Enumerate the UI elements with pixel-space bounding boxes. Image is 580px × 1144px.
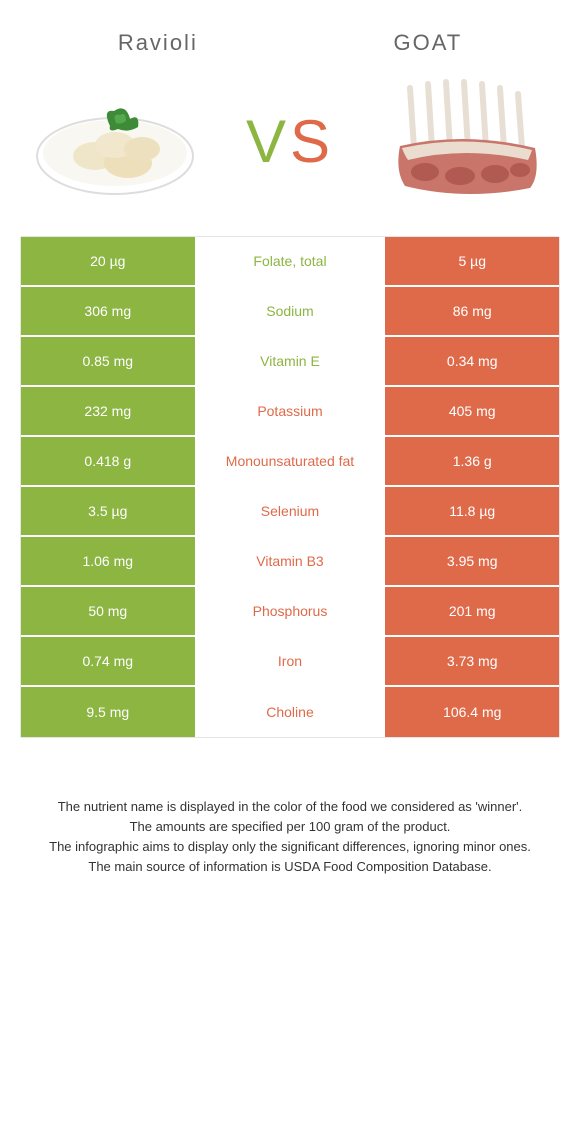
table-row: 0.85 mgVitamin E0.34 mg [21,337,559,387]
table-row: 20 µgFolate, total5 µg [21,237,559,287]
nutrient-name-cell: Iron [195,637,386,685]
right-value-cell: 11.8 µg [385,487,559,535]
nutrient-name-cell: Selenium [195,487,386,535]
right-value-cell: 405 mg [385,387,559,435]
nutrient-table: 20 µgFolate, total5 µg306 mgSodium86 mg0… [20,236,560,738]
left-value-cell: 0.85 mg [21,337,195,385]
right-food-title: GOAT [393,30,462,56]
left-value-cell: 50 mg [21,587,195,635]
footnote-line: The amounts are specified per 100 gram o… [30,818,550,837]
left-value-cell: 0.418 g [21,437,195,485]
vs-row: VS [20,76,560,206]
right-value-cell: 3.95 mg [385,537,559,585]
table-row: 0.418 gMonounsaturated fat1.36 g [21,437,559,487]
nutrient-name-cell: Folate, total [195,237,386,285]
vs-s: S [290,108,334,175]
left-value-cell: 3.5 µg [21,487,195,535]
nutrient-name-cell: Vitamin B3 [195,537,386,585]
table-row: 50 mgPhosphorus201 mg [21,587,559,637]
table-row: 9.5 mgCholine106.4 mg [21,687,559,737]
ravioli-image [30,76,200,206]
table-row: 0.74 mgIron3.73 mg [21,637,559,687]
goat-image [380,76,550,206]
left-value-cell: 232 mg [21,387,195,435]
vs-v: V [246,108,290,175]
left-value-cell: 0.74 mg [21,637,195,685]
right-value-cell: 86 mg [385,287,559,335]
nutrient-name-cell: Monounsaturated fat [195,437,386,485]
left-food-title: Ravioli [118,30,198,56]
left-value-cell: 306 mg [21,287,195,335]
right-value-cell: 106.4 mg [385,687,559,737]
header-titles: Ravioli GOAT [20,30,560,56]
right-value-cell: 3.73 mg [385,637,559,685]
nutrient-name-cell: Phosphorus [195,587,386,635]
left-value-cell: 1.06 mg [21,537,195,585]
nutrient-name-cell: Choline [195,687,386,737]
footnote-line: The infographic aims to display only the… [30,838,550,857]
table-row: 306 mgSodium86 mg [21,287,559,337]
right-value-cell: 0.34 mg [385,337,559,385]
right-value-cell: 1.36 g [385,437,559,485]
nutrient-name-cell: Vitamin E [195,337,386,385]
nutrient-name-cell: Sodium [195,287,386,335]
left-value-cell: 9.5 mg [21,687,195,737]
table-row: 232 mgPotassium405 mg [21,387,559,437]
table-row: 1.06 mgVitamin B33.95 mg [21,537,559,587]
left-value-cell: 20 µg [21,237,195,285]
table-row: 3.5 µgSelenium11.8 µg [21,487,559,537]
right-value-cell: 201 mg [385,587,559,635]
footnote-line: The main source of information is USDA F… [30,858,550,877]
footnote-line: The nutrient name is displayed in the co… [30,798,550,817]
footnotes: The nutrient name is displayed in the co… [20,798,560,876]
nutrient-name-cell: Potassium [195,387,386,435]
vs-label: VS [246,107,334,176]
right-value-cell: 5 µg [385,237,559,285]
